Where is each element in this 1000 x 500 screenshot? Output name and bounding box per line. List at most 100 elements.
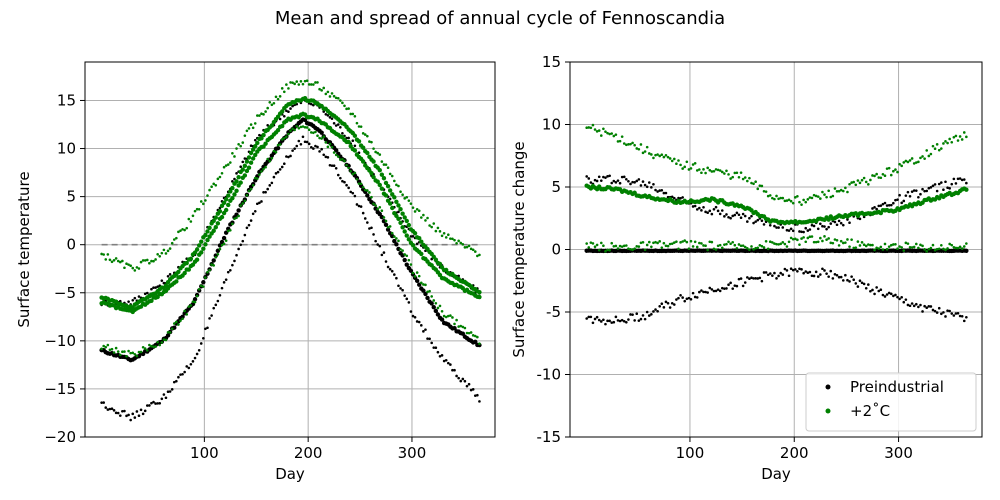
data-point bbox=[848, 245, 851, 248]
data-point bbox=[204, 327, 207, 331]
data-point bbox=[718, 289, 722, 293]
data-point bbox=[123, 409, 126, 413]
data-point bbox=[712, 247, 716, 251]
data-point bbox=[394, 199, 399, 204]
data-point bbox=[906, 190, 910, 194]
data-point bbox=[641, 180, 645, 183]
data-point bbox=[604, 130, 607, 133]
data-point bbox=[831, 241, 835, 245]
data-point bbox=[948, 187, 951, 190]
data-point bbox=[718, 243, 722, 247]
data-point bbox=[478, 400, 481, 403]
data-point bbox=[432, 222, 436, 225]
data-point bbox=[914, 242, 918, 246]
data-point bbox=[249, 219, 253, 222]
data-point bbox=[927, 247, 931, 251]
data-point bbox=[199, 284, 203, 288]
data-point bbox=[902, 199, 906, 203]
data-point bbox=[668, 157, 672, 160]
data-point bbox=[597, 129, 601, 132]
data-point bbox=[217, 209, 223, 214]
data-point bbox=[931, 308, 935, 312]
data-point bbox=[681, 167, 684, 170]
data-point bbox=[798, 200, 801, 204]
data-point bbox=[131, 412, 135, 416]
data-point bbox=[361, 185, 365, 189]
data-point bbox=[791, 201, 795, 205]
data-point bbox=[804, 270, 808, 273]
series-preindustrial-lower bbox=[585, 267, 968, 326]
data-point bbox=[700, 242, 703, 245]
y-tick-label: -10 bbox=[537, 366, 562, 384]
data-point bbox=[382, 251, 386, 254]
data-point bbox=[919, 243, 922, 247]
data-point bbox=[627, 179, 630, 183]
data-point bbox=[616, 319, 620, 322]
data-point bbox=[737, 277, 741, 281]
data-point bbox=[906, 242, 910, 245]
data-point bbox=[800, 203, 803, 206]
data-point bbox=[287, 87, 290, 90]
data-point bbox=[326, 90, 330, 94]
data-point bbox=[871, 288, 874, 292]
data-point bbox=[108, 348, 112, 352]
data-point bbox=[735, 246, 739, 250]
data-point bbox=[212, 264, 216, 267]
data-point bbox=[330, 164, 334, 167]
data-point bbox=[469, 388, 473, 392]
data-point bbox=[733, 171, 737, 175]
data-point bbox=[129, 418, 132, 422]
data-point bbox=[424, 283, 427, 287]
data-point bbox=[336, 123, 340, 126]
data-point bbox=[681, 240, 684, 243]
data-point bbox=[873, 174, 876, 178]
data-point bbox=[282, 162, 286, 166]
data-point bbox=[314, 144, 317, 148]
data-point bbox=[199, 342, 203, 345]
data-point bbox=[320, 89, 323, 92]
data-point bbox=[708, 209, 712, 213]
data-point bbox=[641, 151, 645, 155]
data-point bbox=[309, 83, 313, 86]
data-point bbox=[929, 186, 933, 189]
data-point bbox=[754, 180, 757, 183]
data-point bbox=[892, 243, 895, 246]
data-point bbox=[251, 212, 255, 216]
data-point bbox=[821, 190, 824, 194]
data-point bbox=[272, 175, 276, 179]
data-point bbox=[593, 128, 597, 131]
data-point bbox=[352, 133, 358, 138]
data-point bbox=[864, 244, 868, 248]
data-point bbox=[347, 166, 350, 170]
data-point bbox=[423, 291, 428, 297]
data-point bbox=[162, 281, 166, 285]
data-point bbox=[409, 235, 413, 238]
data-point bbox=[637, 178, 641, 181]
data-point bbox=[210, 185, 213, 189]
data-point bbox=[112, 409, 116, 412]
data-point bbox=[148, 404, 151, 407]
data-point bbox=[885, 167, 889, 170]
data-point bbox=[210, 314, 213, 317]
data-point bbox=[133, 416, 137, 419]
data-point bbox=[110, 260, 114, 264]
data-point bbox=[693, 240, 697, 244]
data-point bbox=[384, 219, 388, 223]
data-point bbox=[677, 296, 680, 300]
data-point bbox=[604, 322, 607, 326]
data-point bbox=[280, 87, 284, 90]
data-point bbox=[230, 185, 235, 191]
data-point bbox=[854, 282, 858, 285]
data-point bbox=[219, 214, 225, 220]
data-point bbox=[415, 320, 419, 323]
data-point bbox=[370, 195, 373, 199]
y-tick-label: 0 bbox=[551, 241, 561, 259]
data-point bbox=[883, 295, 887, 298]
data-point bbox=[399, 190, 402, 194]
data-point bbox=[587, 126, 591, 129]
data-point bbox=[712, 169, 716, 173]
data-point bbox=[683, 239, 687, 242]
data-point bbox=[341, 101, 344, 105]
data-point bbox=[100, 401, 103, 404]
data-point bbox=[762, 271, 766, 274]
